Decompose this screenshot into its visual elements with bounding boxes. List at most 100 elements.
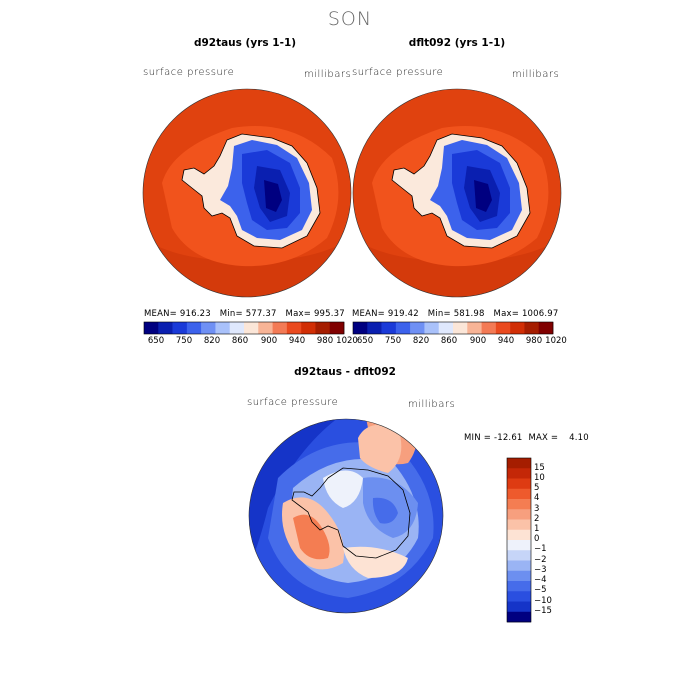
panel2-tick-label: 750 [384, 336, 402, 346]
colorbar-swatch [507, 601, 531, 613]
panel3-tick-label: −15 [534, 606, 552, 616]
colorbar-swatch [381, 322, 397, 334]
panel2-mean-label: MEAN= [352, 309, 385, 319]
panel3-tick-label: −5 [534, 585, 547, 595]
panel3-tick-label: −1 [534, 544, 547, 554]
panel2-min-value: 581.98 [453, 309, 485, 319]
panel3-units-label: millibars [408, 399, 456, 410]
colorbar-swatch [438, 322, 454, 334]
panel2-land-deep [474, 180, 492, 212]
panel3-tick-label: 1 [534, 524, 540, 534]
panel3-tick-label: −3 [534, 565, 547, 575]
panel3-tick-label: 2 [534, 514, 540, 524]
panel3-colorbar-ticks: 15 10 5 4 3 2 1 0 −1 −2 −3 −4 −5 −10 −15 [534, 458, 574, 622]
colorbar-swatch [507, 458, 531, 469]
panel3-neg-right-core [372, 497, 398, 524]
panel1-tick-label: 900 [260, 336, 278, 346]
colorbar-swatch [507, 529, 531, 541]
panel2-max-value: 1006.97 [521, 309, 559, 319]
panel3-pos-top-light [358, 424, 402, 473]
panel3-zero-right [343, 546, 408, 578]
panel1-tick-label: 650 [147, 336, 165, 346]
panel3-variable-label: surface pressure [247, 397, 339, 408]
colorbar-swatch [158, 322, 173, 334]
colorbar-swatch [229, 322, 245, 334]
panel1-tick-label: 820 [203, 336, 221, 346]
colorbar-swatch [172, 322, 188, 334]
panel1-tick-label: 1020 [336, 336, 358, 346]
panel3-stats: MIN = -12.61 MAX = 4.10 [464, 433, 589, 443]
colorbar-swatch [507, 591, 531, 602]
panel1-tick-label: 860 [231, 336, 249, 346]
panel2-stats: MEAN= 919.42 Min= 581.98 Max= 1006.97 [352, 309, 559, 319]
panel1-max-value: 995.37 [313, 309, 345, 319]
panel2-tick-label: 820 [412, 336, 430, 346]
colorbar-swatch [507, 581, 531, 592]
panel1-variable-label: surface pressure [143, 67, 235, 78]
panel2-title: dflt092 (yrs 1-1) [408, 37, 506, 49]
colorbar-swatch [286, 322, 302, 334]
panel3-pos-left-core [293, 514, 330, 560]
colorbar-border [143, 321, 345, 335]
panel2-map [352, 88, 562, 298]
colorbar-swatch [410, 322, 425, 334]
panel2-max-label: Max= [493, 309, 520, 319]
colorbar-swatch [510, 322, 525, 334]
panel2-tick-label: 1020 [545, 336, 567, 346]
panel3-max-label: MAX = [528, 433, 559, 443]
panel2-tick-label: 940 [497, 336, 515, 346]
panel3-max-value: 4.10 [569, 433, 589, 443]
panel3-tick-label: 4 [534, 493, 540, 503]
colorbar-swatch [507, 478, 531, 490]
panel3-tick-label: 10 [534, 473, 545, 483]
panel1-min-label: Min= [219, 309, 243, 319]
panel3-coastline [291, 467, 411, 559]
panel3-tick-label: −10 [534, 596, 552, 606]
panel3-tick-label: 15 [534, 463, 545, 473]
panel2-units-label: millibars [512, 69, 560, 80]
panel1-min-value: 577.37 [245, 309, 277, 319]
colorbar-swatch [507, 611, 531, 623]
colorbar-swatch [329, 322, 345, 334]
panel2-colorbar-ticks: 650 750 820 860 900 940 980 1020 [353, 336, 567, 348]
panel1-title: d92taus (yrs 1-1) [193, 37, 297, 49]
panel2-colorbar [352, 321, 554, 335]
panel3-colorbar [506, 457, 532, 623]
colorbar-swatch [315, 322, 331, 334]
colorbar-swatch [244, 322, 259, 334]
colorbar-swatch [507, 488, 531, 500]
panel2-min-label: Min= [427, 309, 451, 319]
colorbar-swatch [481, 322, 497, 334]
colorbar-swatch [507, 509, 531, 520]
panel1-tick-label: 980 [316, 336, 334, 346]
colorbar-swatch [467, 322, 482, 334]
colorbar-swatch [301, 322, 316, 334]
panel2-mean-value: 919.42 [387, 309, 419, 319]
colorbar-swatch [507, 468, 531, 479]
colorbar-swatch [507, 499, 531, 510]
colorbar-border [352, 321, 554, 335]
panel3-min-value: -12.61 [493, 433, 523, 443]
panel1-colorbar [143, 321, 345, 335]
colorbar-swatch [538, 322, 554, 334]
panel2-tick-label: 980 [525, 336, 543, 346]
colorbar-swatch [367, 322, 382, 334]
colorbar-swatch [495, 322, 511, 334]
panel1-map [142, 88, 352, 298]
colorbar-swatch [507, 560, 531, 572]
colorbar-swatch [186, 322, 202, 334]
colorbar-swatch [272, 322, 288, 334]
panel1-mean-label: MEAN= [144, 309, 177, 319]
panel1-units-label: millibars [304, 69, 352, 80]
panel1-max-label: Max= [285, 309, 312, 319]
panel1-stats: MEAN= 916.23 Min= 577.37 Max= 995.37 [144, 309, 345, 319]
panel1-mean-value: 916.23 [179, 309, 211, 319]
colorbar-swatch [144, 322, 159, 334]
colorbar-swatch [353, 322, 368, 334]
panel3-min-label: MIN = [464, 433, 492, 443]
figure-title: SON [327, 8, 373, 30]
panel3-map [248, 418, 444, 614]
panel3-tick-label: 0 [534, 534, 540, 544]
colorbar-swatch [395, 322, 411, 334]
panel1-tick-label: 750 [175, 336, 193, 346]
